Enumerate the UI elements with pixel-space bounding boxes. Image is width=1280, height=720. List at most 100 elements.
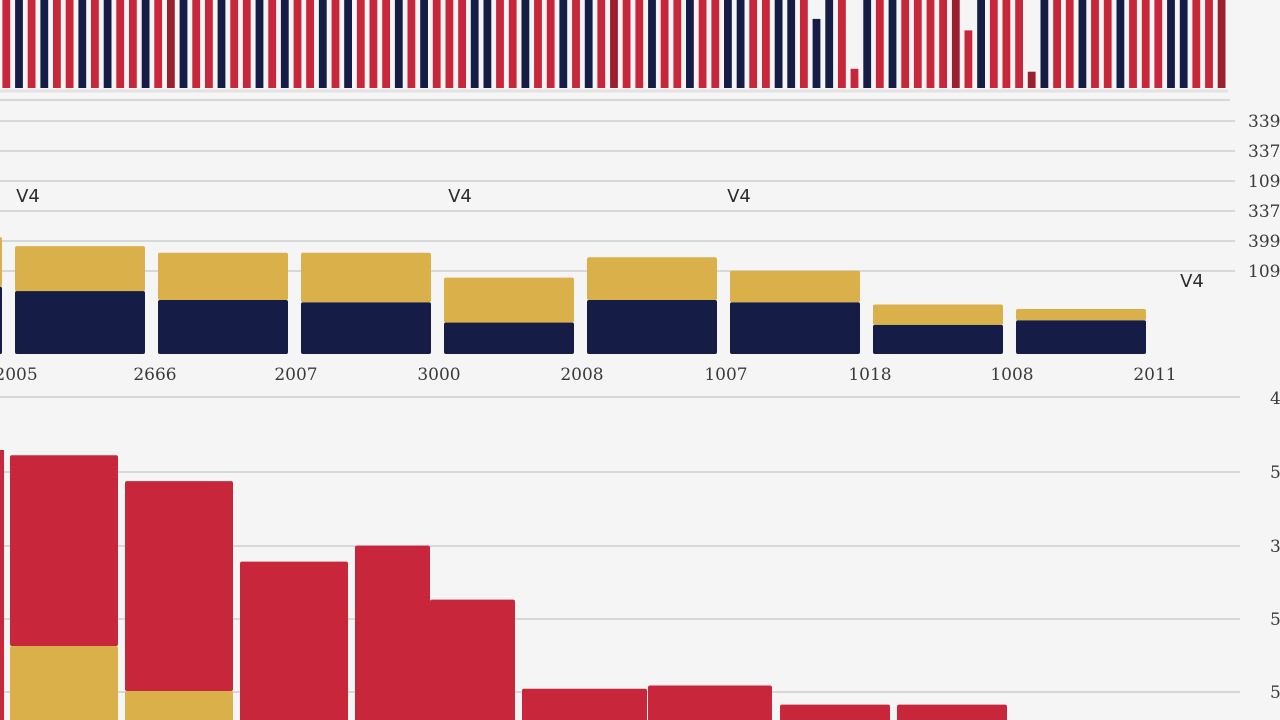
top-bar	[268, 0, 277, 88]
bot-bar-red	[10, 455, 118, 646]
top-bar	[736, 0, 745, 88]
mid-bar-gold	[587, 257, 717, 300]
mid-bar-gold	[158, 252, 288, 300]
top-bar	[913, 0, 922, 88]
top-bar	[800, 0, 808, 88]
mid-bar-navy	[301, 302, 431, 354]
top-bar	[306, 0, 314, 88]
mid-bar-navy	[444, 322, 574, 354]
top-bar	[572, 0, 580, 88]
top-bar	[559, 0, 568, 88]
top-bar	[1078, 0, 1087, 88]
top-bar	[65, 0, 74, 88]
top-bar	[648, 0, 656, 88]
mid-x-tick-label: 2008	[560, 365, 603, 385]
mid-y-tick-label: 109	[1248, 172, 1280, 192]
top-bar	[1129, 0, 1137, 88]
bot-y-tick-mark: 3	[1270, 537, 1280, 557]
top-bar	[230, 0, 239, 88]
bot-bar-red	[897, 704, 1007, 720]
top-bar	[546, 0, 555, 88]
mid-bar-gold	[301, 252, 431, 303]
top-bar	[167, 0, 175, 88]
top-bar	[787, 0, 796, 88]
mid-annotation-label: V4	[1180, 271, 1204, 292]
mid-annotation-label: V4	[727, 186, 751, 207]
top-bar	[318, 0, 327, 88]
top-bar	[394, 0, 403, 88]
top-bar	[964, 30, 973, 88]
top-bar	[774, 0, 783, 88]
top-bar	[407, 0, 416, 88]
mid-x-tick-label: 1018	[848, 365, 891, 385]
top-bar	[78, 0, 87, 88]
top-bar	[724, 0, 732, 88]
top-bar	[812, 18, 821, 88]
bottom-stacked-bar-chart: 4 5 3 5 5	[0, 389, 1280, 720]
mid-y-tick-label: 337	[1248, 202, 1280, 222]
top-bar	[584, 0, 593, 88]
top-bar	[1116, 0, 1125, 88]
top-bar	[293, 0, 302, 88]
top-bar	[850, 68, 859, 88]
top-bar	[15, 0, 23, 88]
top-bar	[989, 0, 998, 88]
top-bar	[40, 0, 49, 88]
mid-bar-navy	[158, 300, 288, 354]
top-bar	[977, 0, 985, 88]
bot-edge-bar	[0, 450, 4, 720]
top-bar	[610, 0, 618, 88]
mid-y-tick-label: 339	[1248, 112, 1280, 132]
mid-x-tick-label: 1007	[704, 365, 747, 385]
top-bar	[863, 0, 872, 88]
top-bar	[1103, 0, 1112, 88]
top-bar	[496, 0, 504, 88]
mid-bar-navy	[15, 291, 145, 354]
mid-annotation-label: V4	[448, 186, 472, 207]
top-bar	[673, 0, 682, 88]
top-bar	[483, 0, 492, 88]
mid-bar-gold	[873, 304, 1003, 325]
top-bar	[356, 0, 365, 88]
top-bar	[141, 0, 150, 88]
top-bar-chart	[0, 0, 1230, 101]
bot-y-tick-mark: 5	[1270, 610, 1280, 630]
bot-bar-gold	[10, 646, 118, 720]
top-bar	[508, 0, 517, 88]
top-bar	[597, 0, 606, 88]
top-bar	[192, 0, 201, 88]
top-bar	[382, 0, 390, 88]
mid-x-tick-label: 2007	[274, 365, 317, 385]
top-bar	[344, 0, 352, 88]
top-bar	[622, 0, 631, 88]
top-bar	[91, 0, 99, 88]
top-bar	[116, 0, 125, 88]
mid-bar-navy	[730, 302, 860, 354]
top-bar	[926, 0, 935, 88]
top-bar	[331, 0, 340, 88]
mid-y-tick-label: 109	[1248, 262, 1280, 282]
top-bar	[749, 0, 758, 88]
top-bar	[1167, 0, 1175, 88]
top-bar	[901, 0, 910, 88]
top-bar	[154, 0, 163, 88]
top-bar	[1002, 0, 1011, 88]
top-bar	[698, 0, 707, 88]
top-bar	[217, 0, 226, 88]
top-bar	[1027, 71, 1036, 88]
top-bar	[825, 0, 834, 88]
top-bar	[255, 0, 264, 88]
top-bar	[762, 0, 770, 88]
bot-bar-red	[125, 481, 233, 691]
top-bar	[951, 0, 960, 88]
mid-x-tick-label: 3000	[417, 365, 460, 385]
top-bar	[838, 0, 846, 88]
top-bar	[686, 0, 694, 88]
top-bar	[129, 0, 137, 88]
top-bar	[939, 0, 947, 88]
mid-bar-navy	[587, 300, 717, 354]
top-bar	[1154, 0, 1163, 88]
top-bar	[205, 0, 213, 88]
mid-bar-navy	[1016, 320, 1146, 354]
